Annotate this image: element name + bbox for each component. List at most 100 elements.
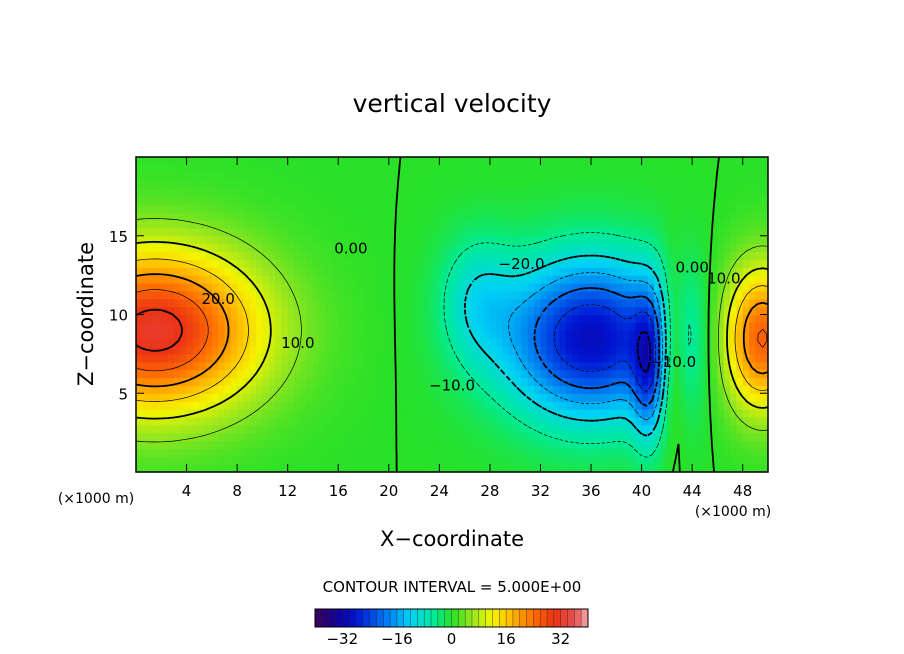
- field-cell: [534, 393, 542, 402]
- field-cell: [628, 157, 636, 166]
- field-cell: [167, 243, 175, 253]
- field-cell: [395, 227, 403, 237]
- field-cell: [749, 306, 756, 316]
- field-cell: [180, 346, 188, 355]
- field-cell: [154, 180, 162, 190]
- field-cell: [338, 157, 346, 166]
- field-cell: [395, 416, 403, 426]
- field-cell: [439, 204, 447, 213]
- field-cell: [464, 440, 472, 449]
- field-cell: [180, 298, 188, 308]
- field-cell: [597, 306, 605, 316]
- field-cell: [464, 353, 472, 363]
- field-cell: [325, 243, 333, 253]
- field-cell: [407, 235, 415, 245]
- field-cell: [161, 196, 169, 205]
- field-cell: [635, 204, 643, 213]
- field-cell: [357, 212, 365, 221]
- field-cell: [521, 164, 529, 174]
- field-cell: [256, 353, 263, 363]
- field-cell: [641, 172, 649, 182]
- field-cell: [338, 290, 346, 300]
- field-cell: [692, 385, 700, 394]
- field-cell: [420, 259, 428, 268]
- field-cell: [350, 188, 358, 197]
- field-cell: [603, 330, 611, 339]
- field-cell: [559, 164, 567, 174]
- field-cell: [749, 157, 756, 166]
- field-cell: [199, 346, 207, 355]
- field-cell: [717, 432, 725, 442]
- field-cell: [376, 353, 384, 363]
- field-cell: [211, 235, 219, 245]
- field-cell: [546, 283, 554, 292]
- field-cell: [565, 157, 573, 166]
- field-cell: [256, 235, 263, 245]
- field-cell: [572, 377, 579, 386]
- field-cell: [761, 432, 768, 442]
- field-cell: [635, 283, 643, 292]
- field-cell: [755, 196, 763, 205]
- field-cell: [572, 314, 579, 323]
- field-cell: [256, 204, 263, 213]
- field-cell: [363, 464, 371, 472]
- field-cell: [344, 369, 352, 379]
- field-cell: [306, 188, 314, 197]
- field-cell: [559, 267, 567, 276]
- field-cell: [395, 251, 403, 260]
- field-cell: [654, 204, 662, 213]
- field-cell: [205, 267, 213, 276]
- field-cell: [673, 416, 681, 426]
- field-cell: [635, 361, 643, 371]
- field-cell: [489, 432, 497, 442]
- field-cell: [673, 267, 681, 276]
- field-cell: [496, 377, 504, 386]
- field-cell: [641, 361, 649, 371]
- field-cell: [420, 464, 428, 472]
- field-cell: [211, 385, 219, 394]
- field-cell: [736, 212, 744, 221]
- field-cell: [281, 464, 289, 472]
- field-cell: [477, 180, 485, 190]
- field-cell: [243, 172, 251, 182]
- field-cell: [521, 283, 529, 292]
- field-cell: [704, 416, 712, 426]
- field-cell: [489, 330, 497, 339]
- field-cell: [546, 361, 554, 371]
- field-cell: [622, 251, 630, 260]
- field-cell: [749, 448, 756, 457]
- field-cell: [572, 409, 579, 418]
- field-cell: [230, 290, 238, 300]
- field-cell: [692, 440, 700, 449]
- field-cell: [711, 243, 719, 253]
- field-cell: [521, 259, 529, 268]
- field-cell: [294, 464, 301, 472]
- field-cell: [376, 448, 384, 457]
- field-cell: [515, 322, 523, 331]
- field-cell: [281, 330, 289, 339]
- field-cell: [433, 227, 440, 237]
- field-cell: [616, 227, 624, 237]
- field-cell: [199, 196, 207, 205]
- field-cell: [180, 196, 188, 205]
- field-cell: [249, 424, 257, 434]
- field-cell: [546, 180, 554, 190]
- field-cell: [477, 283, 485, 292]
- field-cell: [527, 440, 535, 449]
- field-cell: [262, 393, 270, 402]
- field-cell: [584, 188, 592, 197]
- field-cell: [350, 440, 358, 449]
- field-cell: [736, 361, 744, 371]
- field-cell: [205, 314, 213, 323]
- field-cell: [527, 424, 535, 434]
- field-cell: [464, 401, 472, 410]
- contour-label: −20.0: [499, 255, 545, 273]
- field-cell: [565, 385, 573, 394]
- field-cell: [414, 346, 421, 355]
- field-cell: [224, 424, 232, 434]
- field-cell: [660, 251, 668, 260]
- field-cell: [540, 330, 548, 339]
- field-cell: [666, 448, 674, 457]
- field-cell: [407, 188, 415, 197]
- field-cell: [357, 164, 365, 174]
